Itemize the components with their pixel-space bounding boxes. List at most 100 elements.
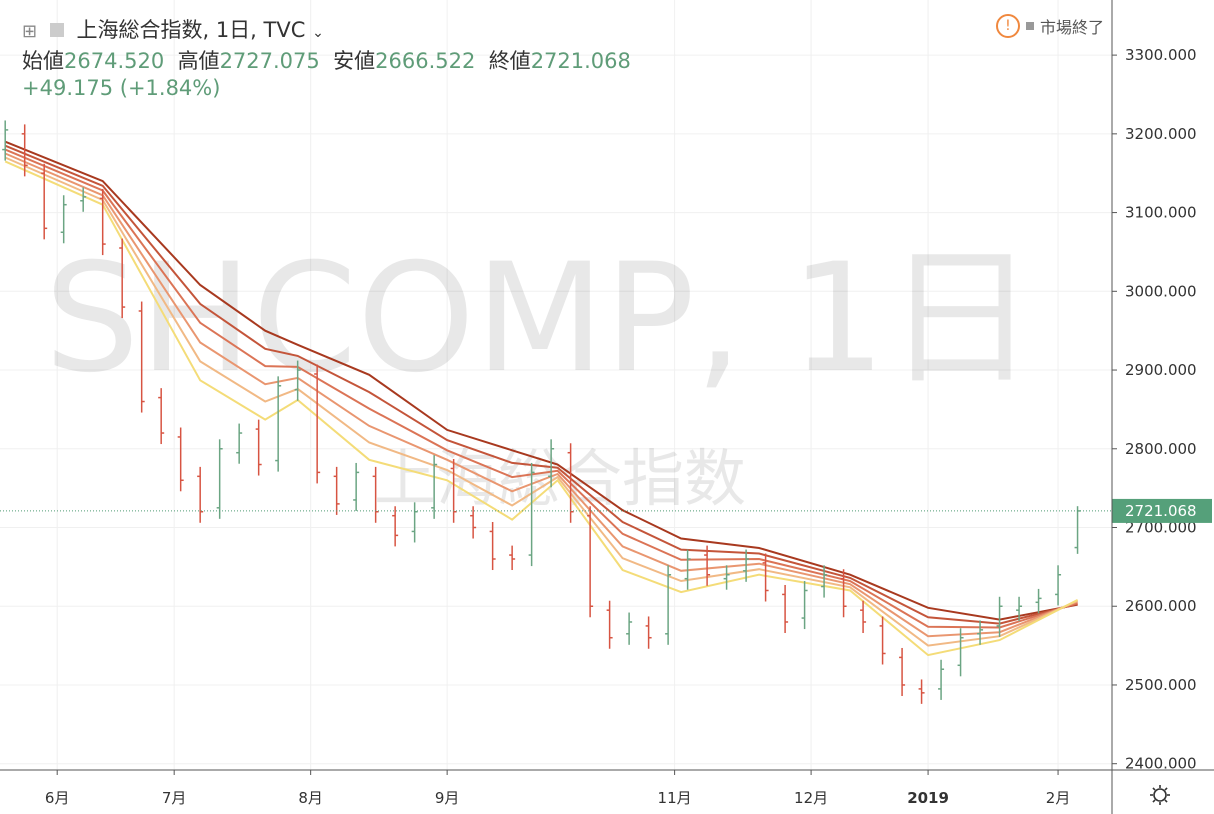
ohlc-bar bbox=[996, 596, 1003, 637]
symbol-title[interactable]: 上海総合指数, 1日, TVC bbox=[76, 18, 306, 42]
x-tick-label: 6月 bbox=[45, 789, 70, 807]
ohlc-bar bbox=[1035, 588, 1042, 614]
ohlc-bar bbox=[431, 455, 438, 519]
high-value: 2727.075 bbox=[219, 49, 320, 73]
ohlc-bar bbox=[548, 439, 555, 488]
ohlc-bar bbox=[528, 462, 535, 567]
close-label: 終値 bbox=[488, 49, 531, 73]
ma-line bbox=[4, 152, 1078, 638]
y-tick-label: 2600.000 bbox=[1125, 597, 1197, 615]
ohlc-bar bbox=[957, 628, 964, 677]
low-label: 安値 bbox=[333, 49, 376, 73]
ohlc-bar bbox=[587, 506, 594, 618]
y-tick-label: 2800.000 bbox=[1125, 440, 1197, 458]
x-tick-label: 9月 bbox=[435, 789, 460, 807]
open-label: 始値 bbox=[22, 49, 64, 73]
ma-line bbox=[4, 156, 1079, 647]
last-price-badge bbox=[1112, 498, 1212, 523]
x-tick-label: 7月 bbox=[162, 789, 187, 807]
ohlc-bar bbox=[782, 584, 789, 634]
ohlc-bar bbox=[665, 565, 672, 645]
ohlc-bar bbox=[197, 466, 204, 523]
status-dot bbox=[1025, 22, 1034, 30]
ma-line bbox=[4, 144, 1078, 625]
ohlc-bar bbox=[704, 545, 711, 586]
ohlc-bar bbox=[294, 360, 301, 401]
change: +49.175 (+1.84%) bbox=[22, 76, 221, 100]
ohlc-bar bbox=[2, 120, 9, 161]
ohlc-bar bbox=[762, 553, 769, 602]
ohlc-bar bbox=[860, 600, 867, 634]
dropdown-icon[interactable]: ⌄ bbox=[312, 25, 324, 41]
x-tick-label: 8月 bbox=[298, 789, 323, 807]
ohlc-bar bbox=[606, 600, 613, 649]
expand-icon[interactable]: ⊞ bbox=[22, 21, 38, 42]
y-tick-label: 2400.000 bbox=[1125, 755, 1197, 773]
ohlc-bar bbox=[372, 466, 379, 523]
y-tick-label: 2500.000 bbox=[1125, 676, 1197, 694]
y-tick-label: 2900.000 bbox=[1125, 361, 1197, 379]
watermark: SHCOMP, 1日 bbox=[44, 232, 1035, 406]
ohlc-bar bbox=[840, 569, 847, 618]
gear-tooth bbox=[1152, 799, 1156, 803]
warning-icon[interactable]: ! bbox=[995, 14, 1020, 38]
market-status: ! 市場終了 bbox=[995, 14, 1104, 38]
ma-line bbox=[4, 148, 1078, 629]
ohlc-bar bbox=[938, 659, 945, 700]
ohlc-bar bbox=[333, 466, 340, 515]
gear-tooth bbox=[1164, 799, 1168, 803]
ohlc-bar bbox=[275, 376, 282, 472]
ohlc-bar bbox=[177, 427, 184, 492]
ohlc-bar bbox=[899, 647, 906, 696]
y-tick-label: 2700.000 bbox=[1125, 519, 1197, 537]
ohlc-bar bbox=[1055, 565, 1062, 606]
ohlc-bar bbox=[60, 195, 67, 244]
open-value: 2674.520 bbox=[64, 49, 165, 73]
settings-icon[interactable] bbox=[1150, 785, 1170, 805]
gear-body bbox=[1153, 788, 1167, 802]
ohlc-bar bbox=[567, 443, 574, 523]
ohlc-bar bbox=[743, 549, 750, 582]
ohlc-bar bbox=[801, 581, 808, 630]
ohlc-bar bbox=[509, 545, 516, 571]
ohlc-bar bbox=[1074, 506, 1081, 554]
x-tick-label: 12月 bbox=[794, 789, 828, 807]
ohlc-bar bbox=[314, 364, 321, 484]
ohlc-bar bbox=[470, 506, 477, 539]
x-tick-label: 2019 bbox=[907, 789, 949, 807]
close-value: 2721.068 bbox=[530, 49, 631, 73]
x-tick-label: 2月 bbox=[1046, 789, 1071, 807]
ohlc-row: 始値2674.520 高値2727.075 安値2666.522 終値2721.… bbox=[22, 45, 631, 75]
ohlc-bar bbox=[41, 163, 48, 240]
ohlc-bar bbox=[684, 549, 691, 590]
header-title-row: ⊞ 上海総合指数, 1日, TVC ⌄ bbox=[22, 14, 324, 44]
y-tick-label: 3100.000 bbox=[1125, 204, 1197, 222]
ohlc-bar bbox=[723, 565, 730, 590]
ohlc-bar bbox=[821, 565, 828, 598]
ohlc-bar bbox=[21, 124, 28, 177]
flag-icon[interactable] bbox=[49, 23, 64, 37]
ohlc-bar bbox=[138, 301, 145, 413]
low-value: 2666.522 bbox=[375, 49, 476, 73]
ohlc-bar bbox=[645, 616, 652, 649]
ohlc-bar bbox=[236, 423, 243, 464]
status-text: 市場終了 bbox=[1039, 18, 1104, 37]
y-tick-label: 3300.000 bbox=[1125, 46, 1197, 64]
ohlc-bar bbox=[119, 238, 126, 319]
ohlc-bar bbox=[626, 612, 633, 645]
gear-tooth bbox=[1152, 787, 1156, 791]
ohlc-bar bbox=[158, 388, 165, 445]
ohlc-bar bbox=[411, 502, 418, 543]
ohlc-bar bbox=[216, 439, 223, 519]
high-label: 高値 bbox=[177, 49, 220, 73]
ohlc-bar bbox=[353, 462, 360, 511]
ma-line bbox=[4, 140, 1078, 621]
gear-tooth bbox=[1164, 787, 1168, 791]
ohlc-bar bbox=[1016, 596, 1023, 622]
last-price-label: 2721.068 bbox=[1125, 502, 1197, 520]
ohlc-bar bbox=[879, 616, 886, 665]
ohlc-bar bbox=[918, 679, 925, 704]
ohlc-bar bbox=[392, 506, 399, 547]
